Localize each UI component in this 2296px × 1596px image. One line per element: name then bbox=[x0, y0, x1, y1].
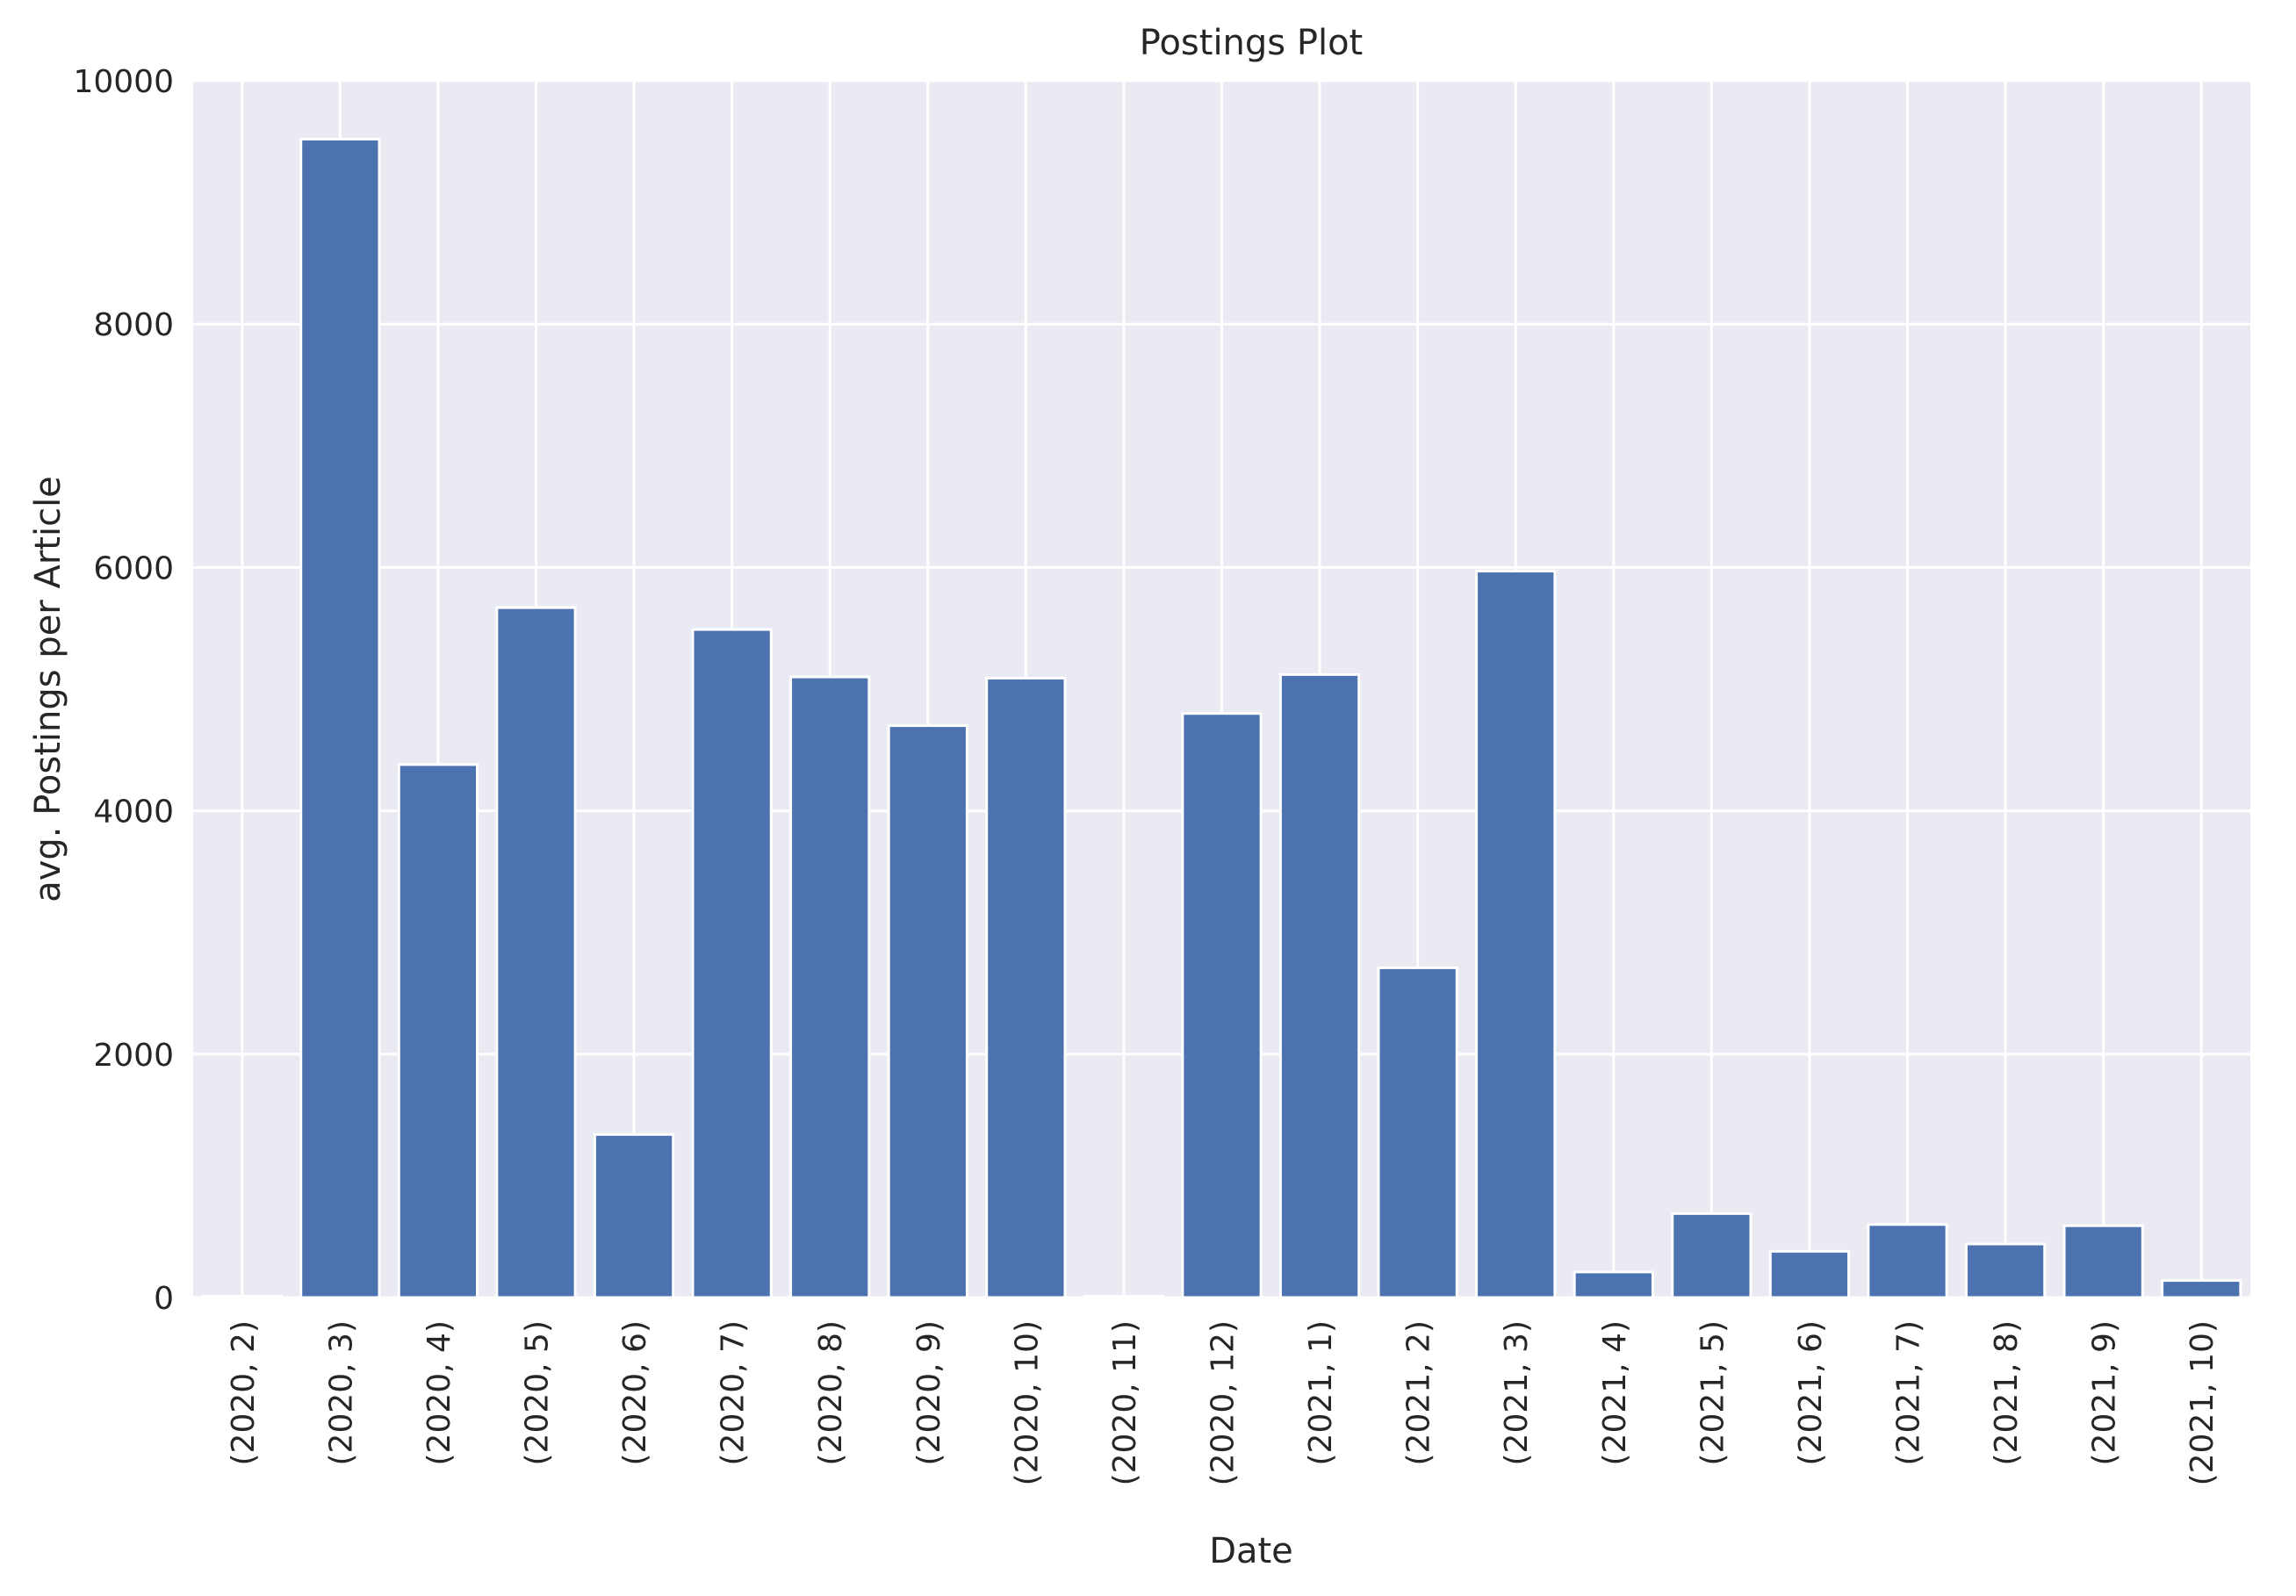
bar bbox=[985, 677, 1067, 1299]
bar bbox=[2161, 1279, 2242, 1299]
y-tick-label: 0 bbox=[154, 1281, 174, 1317]
x-tick-label: (2020, 7) bbox=[716, 1320, 752, 1466]
x-tick-label: (2020, 3) bbox=[323, 1320, 359, 1466]
bar bbox=[397, 763, 479, 1299]
bar bbox=[1083, 1295, 1165, 1299]
x-tick-label: (2021, 8) bbox=[1989, 1320, 2025, 1466]
y-tick-label: 4000 bbox=[93, 794, 174, 830]
x-tick-label: (2020, 10) bbox=[1009, 1320, 1045, 1485]
x-tick-label: (2021, 3) bbox=[1499, 1320, 1535, 1466]
y-tick-label: 2000 bbox=[93, 1038, 174, 1074]
x-tick-label: (2020, 12) bbox=[1206, 1320, 1242, 1485]
bar bbox=[1475, 570, 1557, 1299]
bar bbox=[2062, 1224, 2144, 1299]
x-tick-labels: (2020, 2) (2020, 3) (2020, 4) (2020, 5) (202… bbox=[226, 1320, 2220, 1485]
x-tick-label: (2021, 10) bbox=[2184, 1320, 2220, 1485]
y-tick-label: 10000 bbox=[73, 64, 174, 100]
y-axis-label: avg. Postings per Article bbox=[28, 476, 68, 902]
x-axis-label: Date bbox=[1209, 1531, 1293, 1571]
x-tick-label: (2020, 11) bbox=[1107, 1320, 1143, 1485]
bars bbox=[201, 138, 2242, 1299]
x-tick-label: (2021, 1) bbox=[1303, 1320, 1339, 1466]
bar bbox=[1867, 1223, 1948, 1299]
bar bbox=[495, 606, 577, 1299]
x-tick-label: (2020, 2) bbox=[226, 1320, 262, 1466]
bar bbox=[1768, 1249, 1851, 1299]
bar bbox=[593, 1132, 675, 1299]
bar bbox=[1377, 966, 1458, 1299]
x-tick-label: (2020, 8) bbox=[813, 1320, 849, 1466]
x-tick-label: (2021, 7) bbox=[1891, 1320, 1927, 1466]
bar bbox=[1573, 1270, 1654, 1299]
y-tick-labels: 0 2000 4000 6000 8000 10000 bbox=[73, 64, 174, 1317]
x-tick-label: (2020, 4) bbox=[421, 1320, 457, 1466]
y-tick-label: 6000 bbox=[93, 550, 174, 586]
bar bbox=[691, 628, 773, 1299]
x-tick-label: (2020, 5) bbox=[520, 1320, 556, 1466]
bar bbox=[887, 724, 968, 1299]
x-tick-label: (2021, 9) bbox=[2087, 1320, 2123, 1466]
bar bbox=[299, 138, 381, 1299]
x-tick-label: (2020, 6) bbox=[617, 1320, 653, 1466]
bar bbox=[1671, 1211, 1753, 1299]
x-tick-label: (2021, 2) bbox=[1401, 1320, 1437, 1466]
bar bbox=[1278, 672, 1361, 1299]
x-tick-label: (2020, 9) bbox=[911, 1320, 947, 1466]
x-tick-label: (2021, 4) bbox=[1597, 1320, 1633, 1466]
bar bbox=[1181, 712, 1263, 1299]
x-tick-label: (2021, 5) bbox=[1695, 1320, 1731, 1466]
x-tick-label: (2021, 6) bbox=[1793, 1320, 1829, 1466]
chart-title: Postings Plot bbox=[1140, 23, 1364, 63]
y-tick-label: 8000 bbox=[93, 307, 174, 343]
bar bbox=[201, 1295, 283, 1299]
bar bbox=[789, 675, 871, 1299]
bar bbox=[1964, 1242, 2047, 1299]
